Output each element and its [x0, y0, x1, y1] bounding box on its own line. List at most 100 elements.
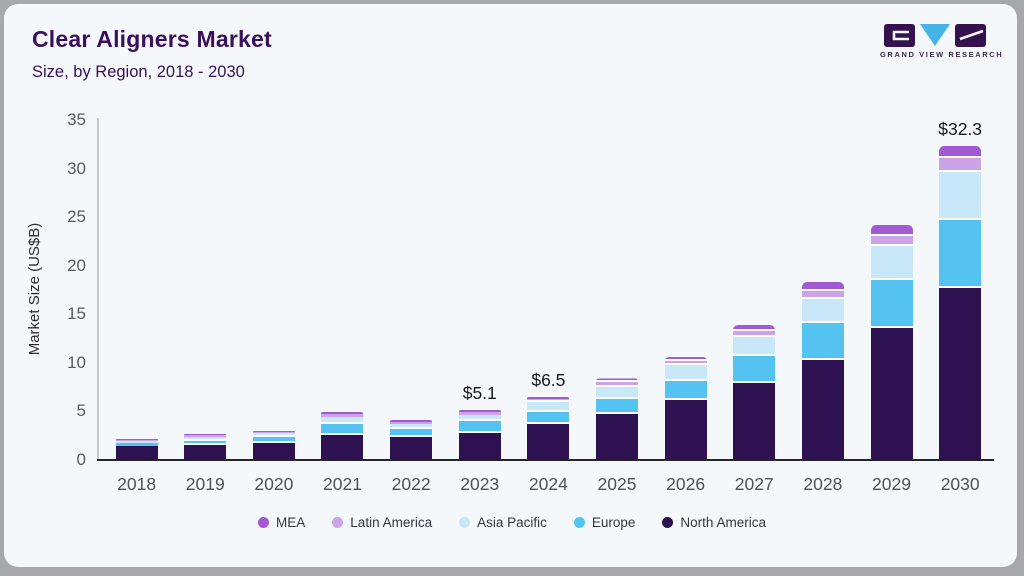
bar-2026-segment-north-america: [664, 399, 707, 460]
bar-2027-segment-north-america: [733, 383, 776, 460]
bar-2021-segment-europe: [321, 423, 364, 435]
bar-2026-segment-latin-america: [664, 360, 707, 365]
chart-card: [4, 4, 1017, 567]
bar-2023-segment-north-america: [458, 432, 501, 460]
bar-2019-segment-north-america: [184, 444, 227, 460]
bar-2022-segment-europe: [390, 428, 433, 438]
bar-2026-segment-asia-pacific: [664, 364, 707, 381]
legend: MEA Latin America Asia Pacific Europe North …: [0, 515, 1024, 530]
bar-2022-segment-latin-america: [390, 421, 433, 425]
bar-2018-segment-europe: [115, 443, 158, 447]
x-axis-line: [97, 459, 994, 461]
x-label-2029: 2029: [872, 474, 911, 494]
x-label-2028: 2028: [803, 474, 843, 494]
bar-2028-segment-europe: [801, 323, 844, 360]
y-axis-line: [97, 118, 99, 461]
bar-2029-segment-latin-america: [870, 235, 913, 247]
bar-2027-segment-europe: [733, 355, 776, 384]
y-tick-25: 25: [67, 207, 86, 227]
bar-2030-segment-north-america: [939, 288, 982, 460]
x-label-2020: 2020: [254, 474, 294, 494]
y-tick-30: 30: [67, 158, 86, 178]
bar-2028-segment-asia-pacific: [801, 299, 844, 324]
y-tick-20: 20: [67, 255, 86, 275]
x-label-2018: 2018: [117, 474, 157, 494]
legend-dot-icon: [662, 517, 674, 528]
bar-2023-segment-mea: [458, 410, 501, 412]
x-label-2019: 2019: [185, 474, 225, 494]
page-subtitle: Size, by Region, 2018 - 2030: [32, 63, 245, 81]
brand-name: GRAND VIEW RESEARCH: [880, 50, 1004, 59]
legend-dot-icon: [459, 517, 471, 528]
bar-2030-segment-asia-pacific: [939, 172, 982, 221]
value-label-2030: $32.3: [938, 119, 983, 140]
bar-2023-segment-europe: [458, 420, 501, 433]
legend-item-mea: MEA: [258, 515, 305, 530]
bar-2019-segment-europe: [184, 440, 227, 445]
bar-2023-segment-asia-pacific: [458, 414, 501, 421]
bar-2021-segment-latin-america: [321, 413, 364, 417]
bar-2024-segment-mea: [527, 396, 570, 399]
legend-label: North America: [680, 515, 766, 530]
x-label-2030: 2030: [940, 474, 980, 494]
legend-item-north-america: North America: [662, 515, 766, 530]
bar-2022-segment-mea: [390, 420, 433, 422]
bar-2019-segment-asia-pacific: [184, 436, 227, 441]
y-tick-5: 5: [76, 401, 86, 421]
grand-view-research-logo-icon: [884, 24, 986, 47]
x-label-2021: 2021: [323, 474, 362, 494]
bar-2028-segment-latin-america: [801, 290, 844, 300]
x-label-2025: 2025: [597, 474, 637, 494]
bar-2020-segment-europe: [252, 437, 295, 443]
legend-label: Europe: [591, 515, 636, 530]
bar-2025-segment-mea: [596, 378, 638, 382]
bar-2029-segment-asia-pacific: [870, 246, 913, 281]
bar-2028-segment-north-america: [801, 359, 844, 460]
legend-label: Asia Pacific: [477, 515, 547, 530]
bar-2024-segment-asia-pacific: [527, 402, 570, 412]
value-label-2024: $6.5: [531, 369, 566, 390]
bar-2026-segment-mea: [664, 357, 707, 361]
value-label-2023: $5.1: [462, 383, 497, 404]
page-title: Clear Aligners Market: [32, 26, 272, 52]
x-label-2027: 2027: [734, 474, 774, 494]
bar-2025-segment-latin-america: [596, 381, 638, 387]
bar-2028-segment-mea: [801, 282, 844, 291]
bar-2018-segment-asia-pacific: [115, 440, 158, 444]
bar-2020-segment-mea: [252, 430, 295, 432]
bar-2030-segment-europe: [939, 220, 982, 289]
bar-2025-segment-europe: [596, 399, 638, 415]
y-tick-0: 0: [76, 450, 86, 469]
legend-item-europe: Europe: [573, 515, 636, 530]
legend-label: MEA: [276, 515, 306, 530]
bar-2024-segment-latin-america: [527, 398, 570, 403]
bar-2027-segment-asia-pacific: [733, 337, 776, 356]
legend-dot-icon: [258, 517, 270, 528]
bar-2021-segment-north-america: [321, 434, 364, 460]
bar-2019-segment-mea: [184, 433, 227, 435]
bar-2021-segment-mea: [321, 412, 364, 414]
bar-2025-segment-north-america: [596, 414, 638, 460]
bar-2022-segment-asia-pacific: [390, 424, 433, 429]
bar-2020-segment-latin-america: [252, 431, 295, 434]
bar-2024-segment-north-america: [527, 424, 570, 460]
y-tick-10: 10: [67, 352, 86, 372]
legend-item-asia-pacific: Asia Pacific: [459, 515, 547, 530]
bar-2020-segment-asia-pacific: [252, 433, 295, 438]
x-label-2026: 2026: [666, 474, 706, 494]
bar-2024-segment-europe: [527, 411, 570, 425]
bar-2019-segment-latin-america: [184, 434, 227, 437]
x-label-2024: 2024: [528, 474, 568, 494]
bar-2026-segment-europe: [664, 380, 707, 400]
legend-item-latin-america: Latin America: [332, 515, 432, 530]
bar-2027-segment-mea: [733, 324, 776, 332]
bar-2027-segment-latin-america: [733, 331, 776, 338]
legend-dot-icon: [573, 517, 585, 528]
legend-dot-icon: [332, 517, 344, 528]
bar-2029-segment-mea: [870, 224, 913, 236]
bar-2022-segment-north-america: [390, 437, 433, 460]
bar-2018-segment-mea: [115, 438, 158, 440]
bar-2018-segment-latin-america: [115, 439, 158, 441]
bar-2025-segment-asia-pacific: [596, 386, 638, 400]
